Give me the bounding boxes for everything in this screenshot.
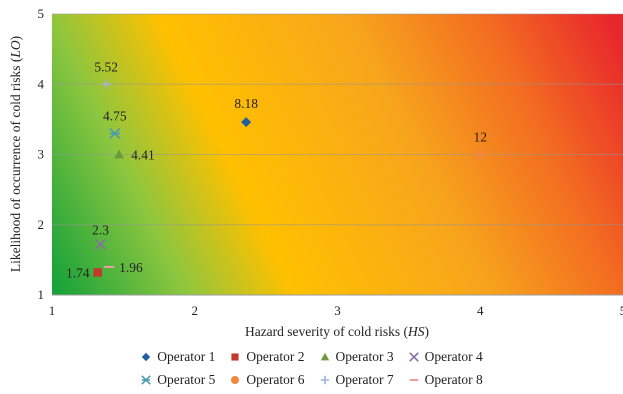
legend-row-1: Operator 1 Operator 2 Operator 3 Operator 4 <box>0 349 623 365</box>
legend-marker-operator-6 <box>231 376 240 384</box>
x-tick-label-1: 1 <box>49 303 56 318</box>
legend-symbol-operator-6 <box>231 376 240 384</box>
data-label-operator-2: 1.74 <box>66 266 90 281</box>
data-points <box>93 79 485 277</box>
y-tick-label-4: 4 <box>38 76 45 91</box>
legend-symbol-operator-3 <box>320 352 329 361</box>
data-label-operator-3: 4.41 <box>131 148 155 163</box>
legend-item-operator-6: Operator 6 <box>229 372 305 388</box>
y-tick-label-3: 3 <box>38 147 45 162</box>
legend-item-operator-3: Operator 3 <box>319 349 394 365</box>
x-axis-ticks: 1 2 3 4 5 <box>49 303 623 318</box>
legend-symbol-operator-1 <box>142 352 151 362</box>
data-label-operator-6: 12 <box>474 130 488 145</box>
x-tick-label-4: 4 <box>477 303 484 318</box>
legend-label: Operator 2 <box>246 349 305 364</box>
legend-label: Operator 3 <box>335 349 394 364</box>
legend-row-2: Operator 5 Operator 6 Operator 7 Operator 8 <box>0 372 623 388</box>
legend-label: Operator 6 <box>246 372 305 387</box>
legend-label: Operator 4 <box>424 349 483 364</box>
x-axis-title: Hazard severity of cold risks (HS) <box>245 324 429 339</box>
legend-symbol-operator-4 <box>408 352 419 362</box>
x-tick-label-2: 2 <box>192 303 199 318</box>
legend-marker-operator-8 <box>409 379 418 381</box>
point-operator-2 <box>93 268 102 277</box>
legend-label: Operator 1 <box>157 349 216 364</box>
point-operator-3 <box>114 149 125 159</box>
y-tick-label-1: 1 <box>38 287 45 302</box>
x-tick-label-3: 3 <box>334 303 341 318</box>
point-operator-5 <box>109 127 121 139</box>
legend-symbol-operator-2 <box>231 353 239 361</box>
point-operator-4 <box>94 238 107 250</box>
legend-marker-operator-4 <box>408 352 419 362</box>
point-operator-7 <box>101 79 112 90</box>
data-label-operator-7: 5.52 <box>94 59 118 74</box>
legend-marker-operator-2 <box>231 353 239 361</box>
legend-label: Operator 7 <box>335 372 394 387</box>
x-tick-label-5: 5 <box>620 303 623 318</box>
y-tick-label-2: 2 <box>38 217 45 232</box>
legend-item-operator-5: Operator 5 <box>140 372 215 388</box>
data-label-operator-5: 4.75 <box>103 108 127 123</box>
data-label-operator-8: 1.96 <box>119 260 143 275</box>
y-tick-label-5: 5 <box>38 6 45 21</box>
legend-label: Operator 8 <box>424 372 483 387</box>
data-label-operator-4: 2.3 <box>92 222 109 237</box>
legend-marker-operator-1 <box>142 352 151 362</box>
legend-label: Operator 5 <box>157 372 216 387</box>
legend-item-operator-2: Operator 2 <box>229 349 305 365</box>
data-label-operator-1: 8.18 <box>234 96 258 111</box>
legend-marker-operator-7 <box>320 375 329 385</box>
point-operator-1 <box>241 117 252 128</box>
legend-item-operator-4: Operator 4 <box>408 349 483 365</box>
y-axis-ticks: 1 2 3 4 5 <box>38 6 45 302</box>
legend-item-operator-1: Operator 1 <box>140 349 215 365</box>
y-axis-title: Likelihood of occurrence of cold risks (… <box>8 36 23 272</box>
legend-marker-operator-3 <box>320 352 329 361</box>
data-labels: 8.18 1.74 4.41 2.3 4.75 12 5.52 1.96 <box>66 59 487 280</box>
legend-symbol-operator-7 <box>320 375 329 385</box>
point-operator-6 <box>475 149 485 160</box>
gridlines <box>52 13 623 296</box>
legend-item-operator-7: Operator 7 <box>319 372 394 388</box>
legend-item-operator-8: Operator 8 <box>408 372 483 388</box>
legend-marker-operator-5 <box>141 375 152 385</box>
legend-symbol-operator-5 <box>141 375 152 385</box>
